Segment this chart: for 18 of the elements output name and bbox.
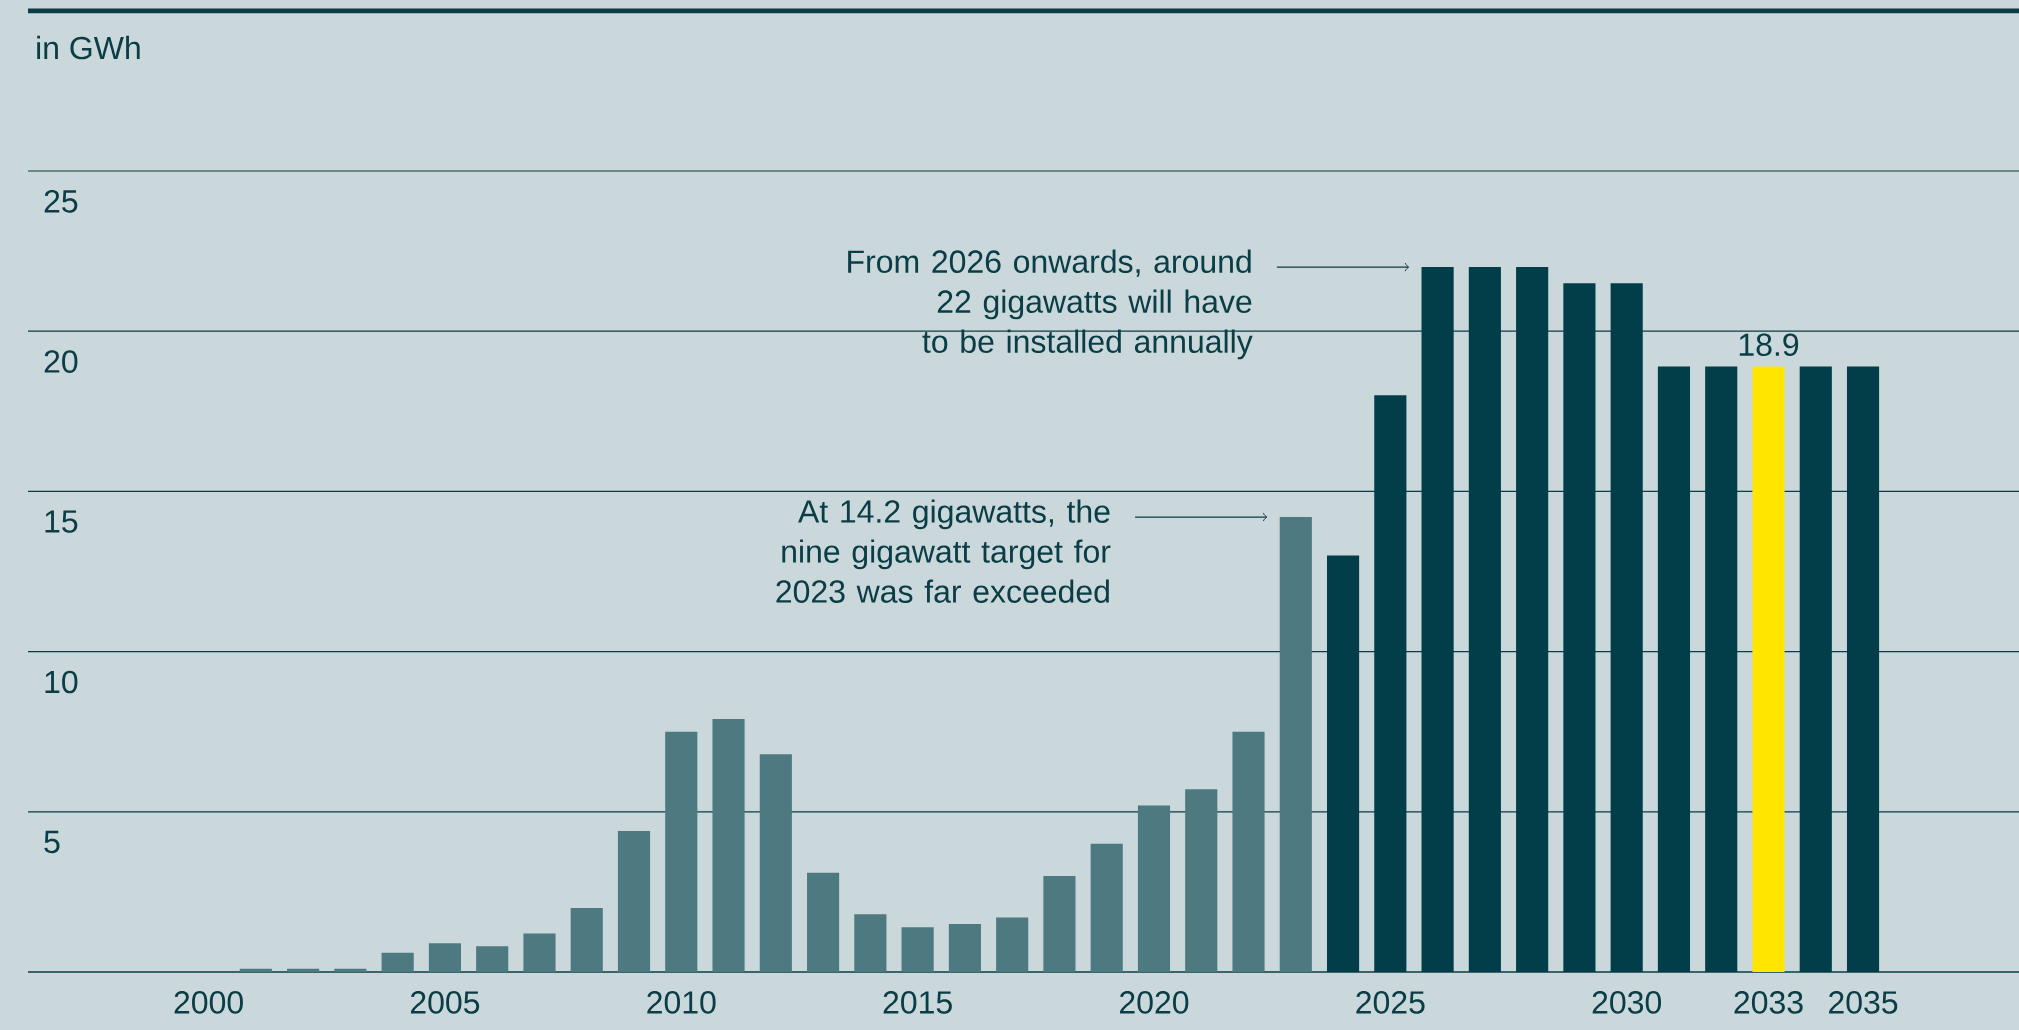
y-tick-label: 5 bbox=[44, 830, 60, 854]
x-tick-label: 2035 bbox=[1829, 991, 1898, 1014]
x-tick-label: 2030 bbox=[1592, 991, 1662, 1014]
y-tick-label: 10 bbox=[45, 670, 78, 694]
x-tick-label: 2005 bbox=[410, 991, 480, 1014]
x-tick-label: 2020 bbox=[1120, 991, 1189, 1014]
x-tick-label: 2025 bbox=[1356, 991, 1425, 1014]
y-tick-label: 20 bbox=[44, 350, 78, 373]
x-tick-label: 2033 bbox=[1734, 991, 1803, 1014]
annotation: At 14.2 gigawatts, the nine gigawatt target for 2023 was far exceeded bbox=[776, 499, 1111, 603]
y-axis-title: in GWh bbox=[37, 35, 140, 60]
x-tick-label: 2010 bbox=[647, 991, 716, 1014]
x-tick-label: 2000 bbox=[174, 991, 243, 1014]
annotation: From 2026 onwards, around 22 gigawatts will have to be installed annually bbox=[848, 249, 1253, 360]
data-label: 18.9 bbox=[1739, 333, 1799, 357]
y-tick-label: 15 bbox=[45, 510, 78, 533]
x-tick-label: 2015 bbox=[883, 991, 952, 1014]
y-tick-label: 25 bbox=[44, 190, 78, 213]
